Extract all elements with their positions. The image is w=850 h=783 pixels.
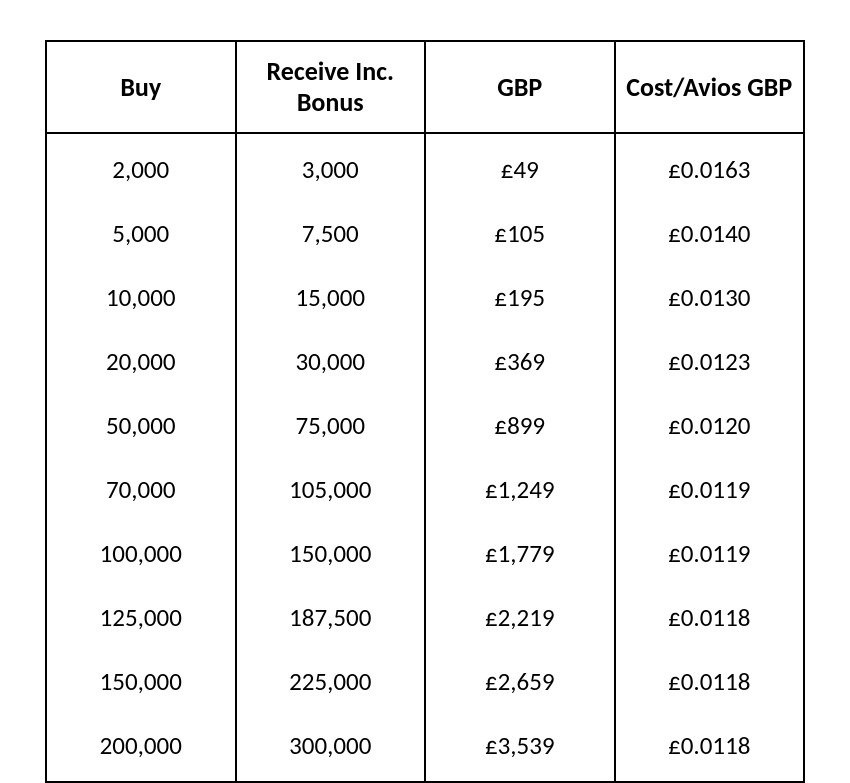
- table-row: 5,0007,500£105£0.0140: [46, 202, 804, 266]
- cell-receive: 225,000: [236, 650, 426, 714]
- cell-buy: 2,000: [46, 133, 236, 202]
- cell-buy: 200,000: [46, 714, 236, 782]
- cell-buy: 50,000: [46, 394, 236, 458]
- cell-receive: 3,000: [236, 133, 426, 202]
- cell-receive: 15,000: [236, 266, 426, 330]
- col-header-gbp: GBP: [425, 41, 615, 133]
- cell-gbp: £3,539: [425, 714, 615, 782]
- cell-buy: 150,000: [46, 650, 236, 714]
- cell-gbp: £195: [425, 266, 615, 330]
- cell-cost: £0.0120: [615, 394, 805, 458]
- table-row: 20,00030,000£369£0.0123: [46, 330, 804, 394]
- cell-gbp: £899: [425, 394, 615, 458]
- cell-gbp: £105: [425, 202, 615, 266]
- table-row: 70,000105,000£1,249£0.0119: [46, 458, 804, 522]
- cell-buy: 70,000: [46, 458, 236, 522]
- cell-cost: £0.0119: [615, 458, 805, 522]
- cell-cost: £0.0130: [615, 266, 805, 330]
- cell-receive: 300,000: [236, 714, 426, 782]
- cell-buy: 5,000: [46, 202, 236, 266]
- cell-cost: £0.0118: [615, 650, 805, 714]
- col-header-receive: Receive Inc. Bonus: [236, 41, 426, 133]
- cell-receive: 150,000: [236, 522, 426, 586]
- cell-receive: 187,500: [236, 586, 426, 650]
- cell-buy: 10,000: [46, 266, 236, 330]
- cell-cost: £0.0118: [615, 714, 805, 782]
- table-header-row: Buy Receive Inc. Bonus GBP Cost/Avios GB…: [46, 41, 804, 133]
- cell-cost: £0.0163: [615, 133, 805, 202]
- cell-cost: £0.0119: [615, 522, 805, 586]
- cell-cost: £0.0140: [615, 202, 805, 266]
- table-row: 125,000187,500£2,219£0.0118: [46, 586, 804, 650]
- cell-receive: 7,500: [236, 202, 426, 266]
- cell-cost: £0.0118: [615, 586, 805, 650]
- cell-gbp: £1,779: [425, 522, 615, 586]
- cell-buy: 20,000: [46, 330, 236, 394]
- table-body: 2,0003,000£49£0.01635,0007,500£105£0.014…: [46, 133, 804, 782]
- table-row: 100,000150,000£1,779£0.0119: [46, 522, 804, 586]
- cell-gbp: £2,659: [425, 650, 615, 714]
- cell-receive: 75,000: [236, 394, 426, 458]
- avios-pricing-table: Buy Receive Inc. Bonus GBP Cost/Avios GB…: [45, 40, 805, 783]
- cell-gbp: £369: [425, 330, 615, 394]
- table-row: 10,00015,000£195£0.0130: [46, 266, 804, 330]
- cell-gbp: £2,219: [425, 586, 615, 650]
- col-header-cost: Cost/Avios GBP: [615, 41, 805, 133]
- cell-receive: 105,000: [236, 458, 426, 522]
- cell-gbp: £1,249: [425, 458, 615, 522]
- table-row: 50,00075,000£899£0.0120: [46, 394, 804, 458]
- table-row: 2,0003,000£49£0.0163: [46, 133, 804, 202]
- col-header-buy: Buy: [46, 41, 236, 133]
- table-row: 150,000225,000£2,659£0.0118: [46, 650, 804, 714]
- cell-receive: 30,000: [236, 330, 426, 394]
- cell-gbp: £49: [425, 133, 615, 202]
- cell-cost: £0.0123: [615, 330, 805, 394]
- cell-buy: 125,000: [46, 586, 236, 650]
- table-row: 200,000300,000£3,539£0.0118: [46, 714, 804, 782]
- cell-buy: 100,000: [46, 522, 236, 586]
